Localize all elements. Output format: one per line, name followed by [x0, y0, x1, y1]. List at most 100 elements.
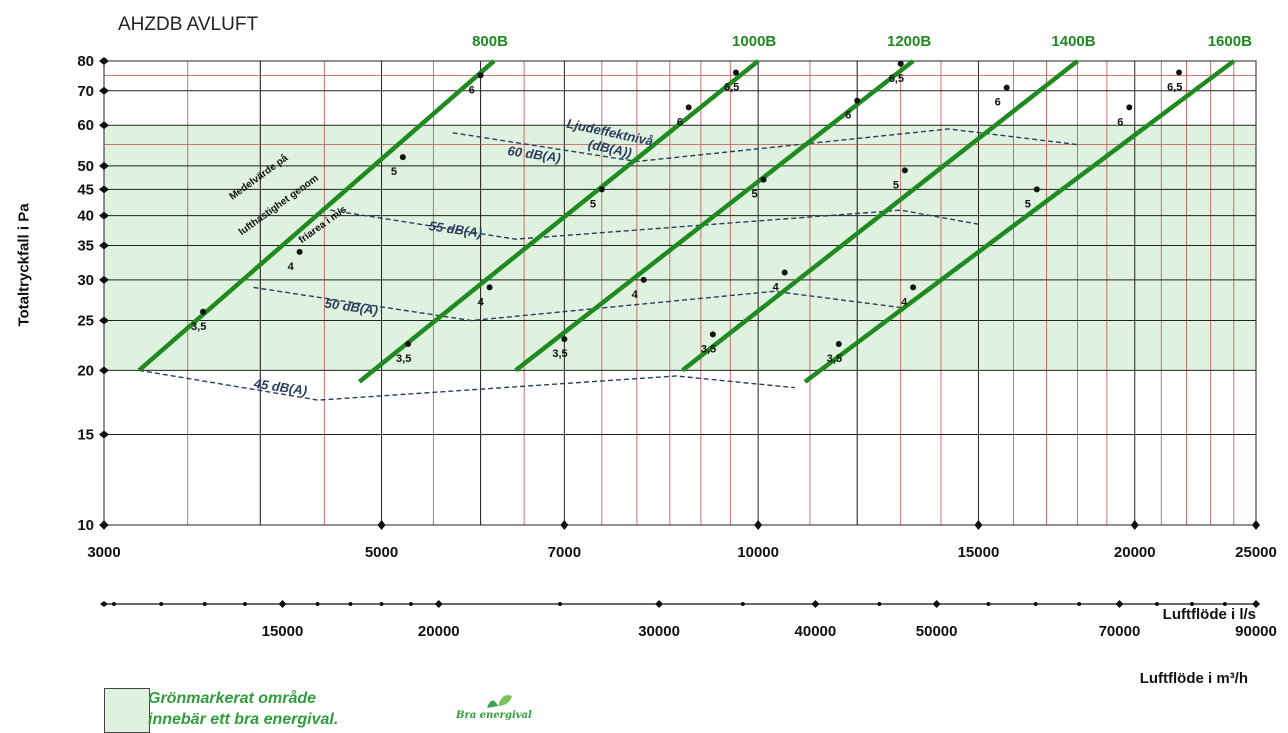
series-name-label: 1000B — [732, 33, 776, 50]
velocity-point — [901, 167, 908, 174]
velocity-label: 4 — [478, 296, 485, 308]
y-tick-mark — [99, 430, 109, 439]
chart-title: AHZDB AVLUFT — [118, 14, 259, 35]
secondary-axis-end — [100, 601, 108, 607]
velocity-point — [1126, 104, 1133, 111]
plot-frame — [103, 60, 1257, 526]
secondary-minor-tick — [1190, 602, 1195, 606]
y-tick-mark — [99, 241, 109, 250]
secondary-tick-mark — [434, 600, 443, 608]
y-tick-mark — [99, 161, 109, 170]
legend-line-2: innebär ett bra energival. — [148, 711, 339, 728]
y-tick-mark — [99, 316, 109, 325]
velocity-label: 6,5 — [889, 73, 904, 85]
y-tick-label: 25 — [77, 313, 94, 330]
y-tick-label: 70 — [77, 83, 94, 100]
secondary-tick-mark — [1115, 600, 1124, 608]
velocity-label: 4 — [773, 282, 780, 294]
velocity-point — [477, 72, 484, 79]
secondary-minor-tick — [740, 602, 745, 606]
x-tick-label: 25000 — [1235, 544, 1277, 561]
velocity-point — [760, 176, 767, 183]
series-line — [803, 59, 1236, 384]
y-tick-mark — [99, 366, 109, 375]
velocity-label: 6 — [469, 84, 475, 96]
velocity-label: 6 — [845, 110, 851, 122]
series-line — [357, 59, 760, 384]
velocity-label: 3,5 — [191, 321, 206, 333]
y-tick-label: 20 — [77, 362, 94, 379]
y-tick-label: 60 — [77, 117, 94, 134]
secondary-minor-tick — [111, 602, 116, 606]
y-tick-label: 10 — [77, 517, 94, 534]
velocity-point — [405, 341, 412, 348]
secondary-minor-tick — [558, 602, 563, 606]
velocity-point — [685, 104, 692, 111]
y-tick-mark — [99, 121, 109, 130]
secondary-minor-tick — [877, 602, 882, 606]
y-tick-label: 40 — [77, 208, 94, 225]
velocity-label: 4 — [632, 289, 639, 301]
y-axis-label-wrap: Totaltryckfall i Pa — [4, 0, 44, 733]
velocity-label: 3,5 — [701, 343, 716, 355]
velocity-point — [598, 186, 605, 193]
velocity-point — [854, 97, 861, 104]
secondary-minor-tick — [315, 602, 320, 606]
x-tick-mark — [754, 520, 763, 530]
y-tick-label: 50 — [77, 158, 94, 175]
secondary-tick-label: 50000 — [916, 623, 958, 640]
secondary-minor-tick — [348, 602, 353, 606]
velocity-label: 6,5 — [724, 81, 739, 93]
velocity-label: 6 — [677, 116, 683, 128]
series-line — [514, 59, 915, 373]
series-name-label: 800B — [472, 33, 508, 50]
velocity-label: 3,5 — [396, 353, 411, 365]
leaf-logo-icon — [487, 695, 512, 708]
y-tick-mark — [99, 275, 109, 284]
x-tick-label: 20000 — [1114, 544, 1156, 561]
velocity-point — [200, 308, 207, 315]
series-name-label: 1200B — [887, 33, 931, 50]
velocity-label: 5 — [893, 179, 899, 191]
logo-text: Bra energival — [456, 710, 532, 721]
legend-text: Grönmarkerat område innebär ett bra ener… — [148, 688, 338, 730]
secondary-minor-tick — [1077, 602, 1082, 606]
x-axis-secondary-label: Luftflöde i m³/h — [1139, 670, 1248, 687]
secondary-tick-label: 40000 — [795, 623, 837, 640]
velocity-point — [1033, 186, 1040, 193]
secondary-minor-tick — [379, 602, 384, 606]
y-tick-label: 35 — [77, 237, 94, 254]
secondary-minor-tick — [408, 602, 413, 606]
series-line — [137, 59, 496, 373]
velocity-label: 5 — [752, 189, 758, 201]
y-tick-mark — [99, 185, 109, 194]
velocity-label: 3,5 — [552, 348, 567, 360]
y-tick-label: 80 — [77, 53, 94, 70]
velocity-point — [910, 284, 917, 291]
velocity-label: 5 — [391, 166, 397, 178]
x-tick-label: 15000 — [958, 544, 1000, 561]
secondary-tick-label: 70000 — [1099, 623, 1141, 640]
x-tick-mark — [100, 520, 108, 530]
secondary-tick-label: 90000 — [1235, 623, 1277, 640]
series-name-label: 1400B — [1051, 33, 1095, 50]
sound-level-label: 60 dB(A) — [507, 143, 562, 165]
secondary-minor-tick — [1154, 602, 1159, 606]
velocity-point — [781, 269, 788, 276]
velocity-label: 6 — [1117, 116, 1123, 128]
secondary-minor-tick — [1222, 602, 1227, 606]
velocity-label: 3,5 — [827, 353, 842, 365]
y-tick-label: 45 — [77, 181, 94, 198]
secondary-tick-mark — [811, 600, 820, 608]
secondary-minor-tick — [986, 602, 991, 606]
secondary-tick-label: 30000 — [638, 623, 680, 640]
y-axis-label: Totaltryckfall i Pa — [15, 203, 33, 327]
y-tick-label: 30 — [77, 272, 94, 289]
x-tick-label: 3000 — [87, 544, 120, 561]
velocity-point — [1003, 84, 1010, 91]
y-tick-label: 15 — [77, 427, 94, 444]
velocity-label: 4 — [288, 261, 295, 273]
legend-line-1: Grönmarkerat område — [148, 690, 317, 707]
sound-level-line — [138, 369, 795, 401]
